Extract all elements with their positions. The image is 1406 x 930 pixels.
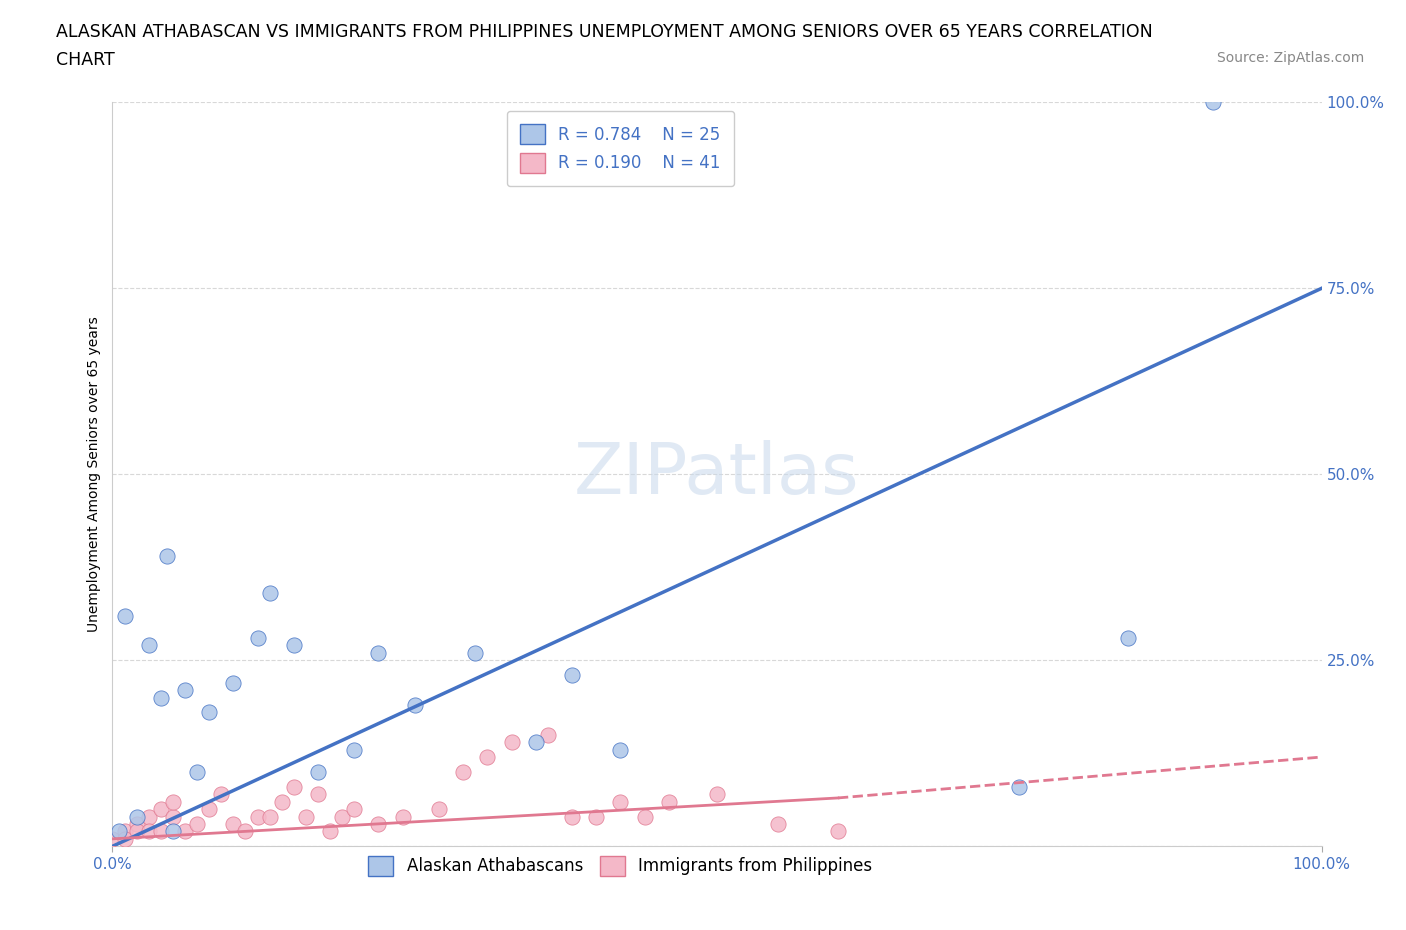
Point	[138, 809, 160, 824]
Point	[343, 742, 366, 757]
Point	[107, 824, 129, 839]
Point	[283, 779, 305, 794]
Legend: Alaskan Athabascans, Immigrants from Philippines: Alaskan Athabascans, Immigrants from Phi…	[361, 849, 879, 883]
Point	[295, 809, 318, 824]
Point	[561, 809, 583, 824]
Point	[391, 809, 413, 824]
Point	[162, 824, 184, 839]
Point	[633, 809, 655, 824]
Point	[125, 817, 148, 831]
Text: CHART: CHART	[56, 51, 115, 69]
Point	[174, 824, 197, 839]
Point	[186, 764, 208, 779]
Point	[307, 764, 329, 779]
Point	[706, 787, 728, 802]
Point	[101, 831, 124, 846]
Point	[114, 608, 136, 623]
Point	[524, 735, 547, 750]
Point	[367, 645, 389, 660]
Point	[246, 809, 269, 824]
Point	[766, 817, 789, 831]
Point	[156, 549, 179, 564]
Point	[114, 824, 136, 839]
Point	[209, 787, 232, 802]
Point	[330, 809, 353, 824]
Point	[343, 802, 366, 817]
Point	[427, 802, 450, 817]
Point	[198, 705, 221, 720]
Point	[270, 794, 292, 809]
Point	[174, 683, 197, 698]
Point	[477, 750, 499, 764]
Point	[827, 824, 849, 839]
Point	[404, 698, 426, 712]
Point	[501, 735, 523, 750]
Text: ALASKAN ATHABASCAN VS IMMIGRANTS FROM PHILIPPINES UNEMPLOYMENT AMONG SENIORS OVE: ALASKAN ATHABASCAN VS IMMIGRANTS FROM PH…	[56, 23, 1153, 41]
Point	[658, 794, 681, 809]
Point	[307, 787, 329, 802]
Point	[149, 824, 172, 839]
Point	[1116, 631, 1139, 645]
Point	[222, 675, 245, 690]
Point	[198, 802, 221, 817]
Point	[585, 809, 607, 824]
Point	[259, 809, 281, 824]
Point	[609, 742, 631, 757]
Point	[125, 824, 148, 839]
Point	[138, 824, 160, 839]
Point	[1202, 95, 1225, 110]
Point	[138, 638, 160, 653]
Point	[162, 794, 184, 809]
Point	[319, 824, 342, 839]
Point	[451, 764, 474, 779]
Point	[283, 638, 305, 653]
Point	[537, 727, 560, 742]
Text: ZIPatlas: ZIPatlas	[574, 440, 860, 509]
Point	[609, 794, 631, 809]
Point	[235, 824, 257, 839]
Point	[114, 831, 136, 846]
Point	[162, 809, 184, 824]
Point	[186, 817, 208, 831]
Point	[149, 690, 172, 705]
Point	[1008, 779, 1031, 794]
Point	[246, 631, 269, 645]
Point	[367, 817, 389, 831]
Point	[464, 645, 486, 660]
Point	[561, 668, 583, 683]
Point	[149, 802, 172, 817]
Point	[222, 817, 245, 831]
Point	[259, 586, 281, 601]
Text: Source: ZipAtlas.com: Source: ZipAtlas.com	[1216, 51, 1364, 65]
Point	[125, 809, 148, 824]
Y-axis label: Unemployment Among Seniors over 65 years: Unemployment Among Seniors over 65 years	[87, 316, 101, 632]
